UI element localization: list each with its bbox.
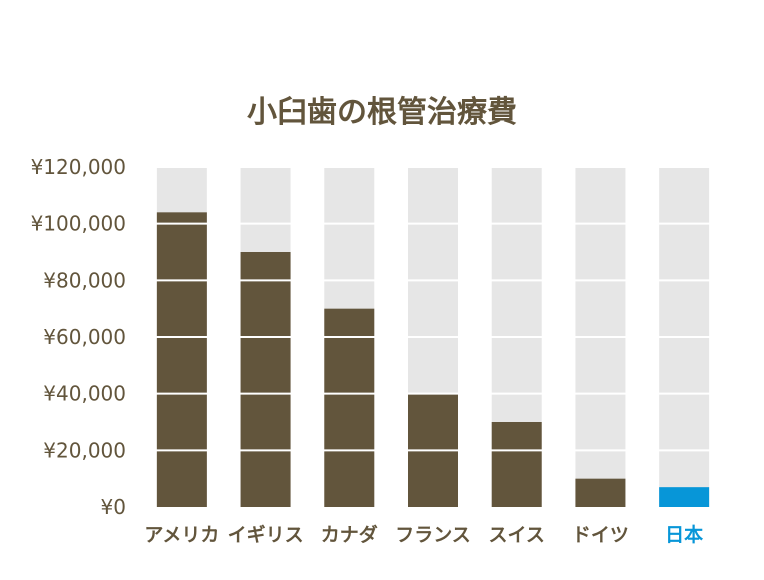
bar-2 bbox=[240, 252, 291, 507]
x-tick-label: イギリス bbox=[228, 524, 304, 546]
x-tick-label: ドイツ bbox=[572, 524, 629, 546]
bar-3 bbox=[324, 308, 375, 507]
x-tick-label: カナダ bbox=[321, 523, 378, 546]
y-tick-label: ¥60,000 bbox=[43, 325, 126, 349]
y-tick-label: ¥40,000 bbox=[43, 382, 126, 406]
chart-title: 小臼歯の根管治療費 bbox=[247, 95, 517, 130]
y-tick-label: ¥80,000 bbox=[43, 268, 126, 292]
y-tick-label: ¥20,000 bbox=[43, 438, 126, 462]
gridlines bbox=[140, 166, 726, 452]
x-axis: アメリカ イギリス カナダ フランス スイス ドイツ 日本 bbox=[144, 523, 703, 546]
y-tick-label: ¥0 bbox=[101, 495, 126, 519]
x-tick-label: フランス bbox=[395, 524, 471, 546]
bar-6 bbox=[575, 478, 626, 507]
bar-7 bbox=[659, 487, 710, 507]
y-tick-label: ¥120,000 bbox=[31, 155, 126, 179]
x-tick-label: アメリカ bbox=[144, 524, 219, 546]
x-tick-label: 日本 bbox=[665, 523, 703, 546]
y-axis: ¥0 ¥20,000 ¥40,000 ¥60,000 ¥80,000 ¥100,000 ¥1… bbox=[31, 155, 126, 519]
bar-5 bbox=[491, 422, 542, 507]
bar-1 bbox=[156, 212, 207, 508]
y-tick-label: ¥100,000 bbox=[31, 212, 126, 236]
x-tick-label: スイス bbox=[488, 524, 544, 546]
